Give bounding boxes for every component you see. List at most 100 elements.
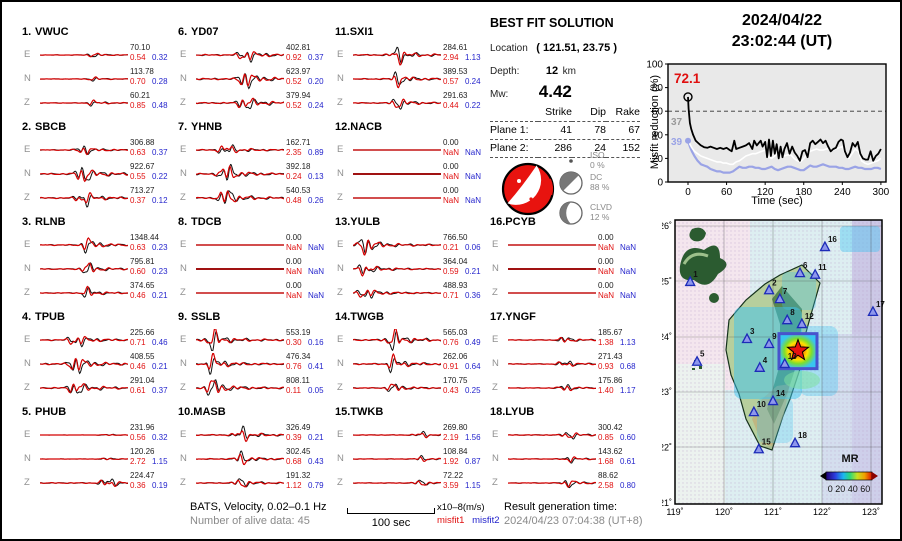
component-label: Z xyxy=(24,287,30,298)
waveform-plot xyxy=(196,268,284,270)
amplitude-value: 291.04 xyxy=(130,376,155,385)
station-header: 10.MASB xyxy=(178,406,226,418)
waveform-plot xyxy=(40,262,128,274)
misfit2-value: 0.49 xyxy=(465,338,481,347)
station-number: 8. xyxy=(178,216,188,228)
svg-text:122˚: 122˚ xyxy=(813,507,831,517)
station-number: 11. xyxy=(335,26,350,38)
waveform-plot xyxy=(508,480,596,489)
misfit2-value: 1.56 xyxy=(465,433,481,442)
component-row: Z 175.86 1.40 1.17 xyxy=(490,376,642,401)
waveform-plot xyxy=(353,289,441,299)
component-row: E 0.00 NaN NaN xyxy=(490,233,642,258)
svg-text:20: 20 xyxy=(652,154,664,165)
svg-text:25˚: 25˚ xyxy=(662,276,672,286)
misfit2-value: 0.61 xyxy=(620,457,636,466)
misfit2-value: 1.15 xyxy=(465,481,481,490)
svg-text:40: 40 xyxy=(652,130,664,141)
waveform-plot xyxy=(196,244,284,246)
station-block: 16.PCYB E 0.00 NaN NaN N 0.00 NaN NaN Z 0.00 NaN NaN xyxy=(490,216,642,308)
misfit1-value: 0.76 xyxy=(286,362,302,371)
amplitude-value: 402.81 xyxy=(286,43,311,52)
station-header: 2. SBCB xyxy=(22,121,66,133)
misfit-values: NaN NaN xyxy=(286,291,324,300)
amplitude-value: 191.32 xyxy=(286,471,311,480)
station-header: 17.YNGF xyxy=(490,311,536,323)
station-block: 14.TWGB E 565.03 0.76 0.49 N 262.06 0.91 0.64 Z 17… xyxy=(335,311,487,403)
station-code: PCYB xyxy=(505,216,536,228)
svg-text:22˚: 22˚ xyxy=(662,443,672,453)
scalebar-line xyxy=(347,513,435,514)
map-station-marker: 15 xyxy=(753,437,771,454)
component-row: E 402.81 0.92 0.37 xyxy=(178,43,330,68)
misfit1-value: 2.19 xyxy=(443,433,459,442)
misfit1-value: 0.70 xyxy=(130,77,146,86)
misfit-values: 0.52 0.24 xyxy=(286,101,324,110)
misfit-values: NaN NaN xyxy=(443,148,481,157)
amplitude-value: 88.62 xyxy=(598,471,619,480)
component-row: Z 60.21 0.85 0.48 xyxy=(22,91,174,116)
misfit2-value: 0.60 xyxy=(620,433,636,442)
waveform-plot xyxy=(353,329,441,351)
misfit-values: 0.59 0.21 xyxy=(443,267,481,276)
misfit1-value: 0.63 xyxy=(130,243,146,252)
svg-text:11: 11 xyxy=(818,263,827,272)
waveform-plot xyxy=(353,353,441,374)
table-header: Rake xyxy=(606,104,640,122)
misfit1-value: 0.54 xyxy=(130,53,146,62)
misfit1-legend-label: misfit1 xyxy=(437,515,465,526)
decomposition-name: ISO xyxy=(590,150,605,160)
component-row: Z 191.32 1.12 0.79 xyxy=(178,471,330,496)
component-label: Z xyxy=(337,477,343,488)
component-label: Z xyxy=(180,192,186,203)
misfit1-value: 0.68 xyxy=(286,457,302,466)
svg-text:240: 240 xyxy=(834,187,851,197)
station-code: YULB xyxy=(350,216,381,228)
component-label: E xyxy=(492,334,499,345)
component-label: Z xyxy=(492,287,498,298)
misfit1-value: 1.92 xyxy=(443,457,459,466)
component-label: E xyxy=(337,49,344,60)
waveform-plot xyxy=(40,383,128,394)
waveform-plot xyxy=(40,191,128,208)
component-row: N 113.78 0.70 0.28 xyxy=(22,67,174,92)
misfit-values: NaN NaN xyxy=(443,196,481,205)
misfit-values: 0.76 0.49 xyxy=(443,338,481,347)
amplitude-value: 488.93 xyxy=(443,281,468,290)
misfit1-value: 0.52 xyxy=(286,77,302,86)
svg-text:121˚: 121˚ xyxy=(764,507,782,517)
station-code: TWKB xyxy=(350,406,384,418)
svg-text:8: 8 xyxy=(790,308,795,317)
station-code: YHNB xyxy=(191,121,223,133)
svg-text:180: 180 xyxy=(795,187,812,197)
svg-text:80: 80 xyxy=(652,83,664,94)
component-row: N 364.04 0.59 0.21 xyxy=(335,257,487,282)
focal-mechanism-beachball xyxy=(501,162,555,216)
component-row: E 70.10 0.54 0.32 xyxy=(22,43,174,68)
misfit1-value: 0.30 xyxy=(286,338,302,347)
plane-label: Plane 2: xyxy=(490,139,538,158)
map-station-marker: 16 xyxy=(819,235,837,252)
component-row: Z 170.75 0.43 0.25 xyxy=(335,376,487,401)
svg-text:72.1: 72.1 xyxy=(674,71,701,86)
component-row: E 766.50 0.21 0.06 xyxy=(335,233,487,258)
amplitude-value: 0.00 xyxy=(598,233,614,242)
station-number: 2. xyxy=(22,121,32,133)
misfit-values: 1.12 0.79 xyxy=(286,481,324,490)
misfit-values: 0.68 0.43 xyxy=(286,457,324,466)
misfit-values: NaN NaN xyxy=(598,243,636,252)
misfit1-value: 0.39 xyxy=(286,433,302,442)
amplitude-value: 0.00 xyxy=(598,257,614,266)
misfit-values: 0.43 0.25 xyxy=(443,386,481,395)
misfit-values: 2.19 1.56 xyxy=(443,433,481,442)
map-station-marker: 1 xyxy=(684,270,698,287)
amplitude-value: 262.06 xyxy=(443,352,468,361)
component-row: E 185.67 1.38 1.13 xyxy=(490,328,642,353)
component-row: E 553.19 0.30 0.16 xyxy=(178,328,330,353)
misfit1-value: 0.71 xyxy=(130,338,146,347)
component-label: Z xyxy=(24,192,30,203)
amplitude-value: 713.27 xyxy=(130,186,155,195)
misfit1-value: 0.85 xyxy=(598,433,614,442)
amplitude-value: 364.04 xyxy=(443,257,468,266)
